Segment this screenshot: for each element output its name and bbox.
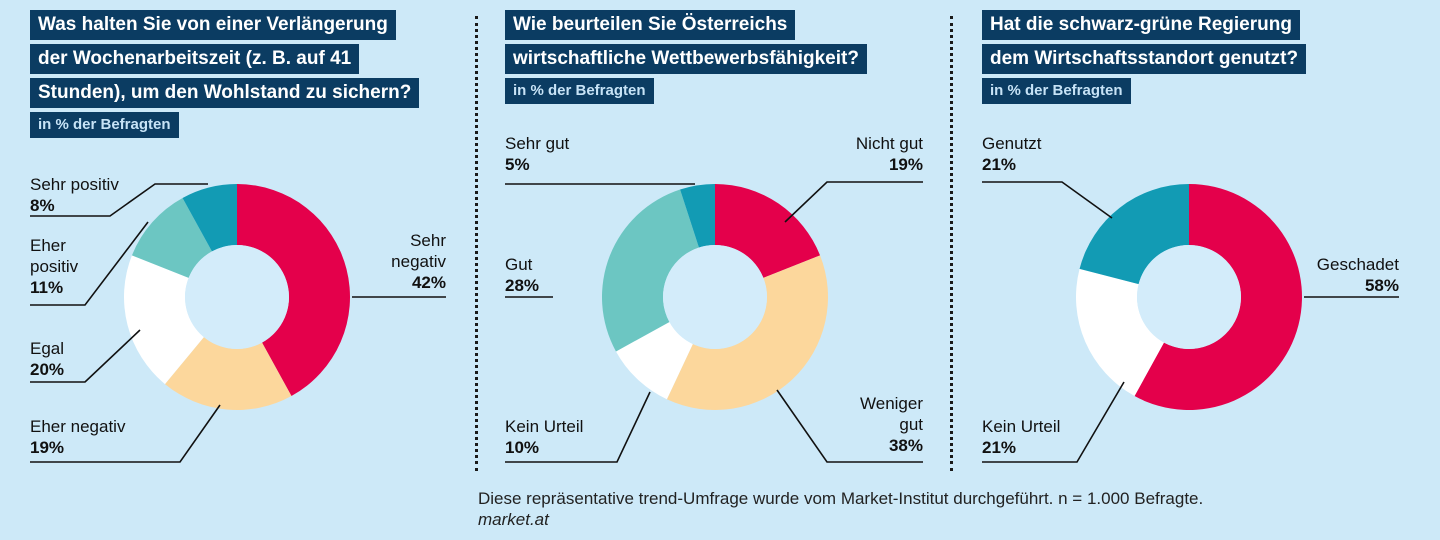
leader-line	[505, 391, 651, 463]
donut-slice	[1076, 268, 1164, 397]
slice-percent: 58%	[1364, 276, 1399, 295]
footer-source: market.at	[478, 510, 549, 529]
donut-slice	[124, 255, 204, 385]
chart-subtitle: in % der Befragten	[30, 112, 179, 138]
slice-label: Sehr positiv 8%	[30, 175, 119, 215]
title-line: Hat die schwarz-grüne Regierung	[982, 10, 1300, 40]
slice-label: Sehr negativ 42%	[360, 230, 446, 293]
slice-percent: 10%	[505, 438, 540, 457]
slice-label: Geschadet 58%	[1282, 254, 1399, 296]
slice-percent: 28%	[505, 276, 540, 295]
donut-slice	[1134, 184, 1302, 410]
leader-line	[30, 221, 149, 306]
chart-title: Hat die schwarz-grüne Regierung dem Wirt…	[982, 10, 1307, 104]
donut-hole	[663, 245, 767, 349]
chart-panel-arbeitszeit: Was halten Sie von einer Verlängerung de…	[30, 0, 450, 540]
slice-percent: 21%	[982, 155, 1017, 174]
footer: Diese repräsentative trend-Umfrage wurde…	[478, 488, 1203, 530]
chart-panel-wettbewerb: Wie beurteilen Sie Österreichs wirtschaf…	[505, 0, 930, 540]
leader-line	[982, 381, 1125, 463]
divider	[950, 16, 953, 471]
title-line: der Wochenarbeitszeit (z. B. auf 41	[30, 44, 360, 74]
slice-label: Kein Urteil 10%	[505, 417, 584, 457]
title-line: dem Wirtschaftsstandort genutzt?	[982, 44, 1307, 74]
slice-label: Eher positiv 11%	[30, 236, 79, 297]
slice-label: Genutzt 21%	[982, 134, 1042, 174]
leader-line	[982, 181, 1113, 219]
donut-slice	[680, 184, 715, 248]
footer-note: Diese repräsentative trend-Umfrage wurde…	[478, 489, 1204, 508]
slice-label: Kein Urteil 21%	[982, 417, 1061, 457]
slice-percent: 21%	[982, 438, 1017, 457]
slice-label: Nicht gut 19%	[805, 133, 923, 175]
donut-slice	[182, 184, 237, 252]
slice-percent: 19%	[888, 155, 923, 174]
title-line: Was halten Sie von einer Verlängerung	[30, 10, 396, 40]
chart-title: Was halten Sie von einer Verlängerung de…	[30, 10, 420, 138]
donut-slice	[164, 337, 292, 410]
leader-line	[30, 404, 221, 463]
divider	[475, 16, 478, 471]
slice-percent: 20%	[30, 360, 65, 379]
title-line: Wie beurteilen Sie Österreichs	[505, 10, 796, 40]
title-line: Stunden), um den Wohlstand zu sichern?	[30, 78, 420, 108]
slice-percent: 42%	[411, 273, 446, 292]
donut-chart	[982, 181, 1399, 463]
slice-label: Sehr gut 5%	[505, 134, 570, 174]
donut-slice	[1079, 183, 1189, 285]
slice-percent: 38%	[888, 436, 923, 455]
chart-subtitle: in % der Befragten	[982, 78, 1131, 104]
donut-slice	[237, 184, 350, 397]
donut-hole	[1137, 245, 1241, 349]
leader-line	[30, 183, 208, 217]
donut-hole	[185, 245, 289, 349]
donut-slice	[131, 197, 212, 278]
leader-line	[776, 389, 923, 463]
leader-line	[30, 329, 141, 383]
donut-slice	[615, 322, 693, 400]
chart-subtitle: in % der Befragten	[505, 78, 654, 104]
donut-slice	[602, 189, 699, 352]
slice-label: Weniger gut 38%	[805, 393, 923, 456]
slice-label: Gut 28%	[505, 255, 540, 295]
slice-percent: 5%	[505, 155, 530, 174]
donut-slice	[715, 184, 821, 278]
donut-slice	[666, 255, 828, 410]
slice-label: Eher negativ 19%	[30, 417, 126, 457]
donut-chart	[505, 181, 923, 463]
slice-percent: 11%	[30, 278, 64, 297]
donut-chart	[30, 183, 446, 463]
slice-percent: 19%	[30, 438, 65, 457]
slice-percent: 8%	[30, 196, 55, 215]
chart-panel-regierung: Hat die schwarz-grüne Regierung dem Wirt…	[982, 0, 1412, 540]
slice-label: Egal 20%	[30, 339, 65, 379]
leader-line	[784, 181, 923, 223]
title-line: wirtschaftliche Wettbewerbsfähigkeit?	[505, 44, 867, 74]
chart-title: Wie beurteilen Sie Österreichs wirtschaf…	[505, 10, 867, 104]
